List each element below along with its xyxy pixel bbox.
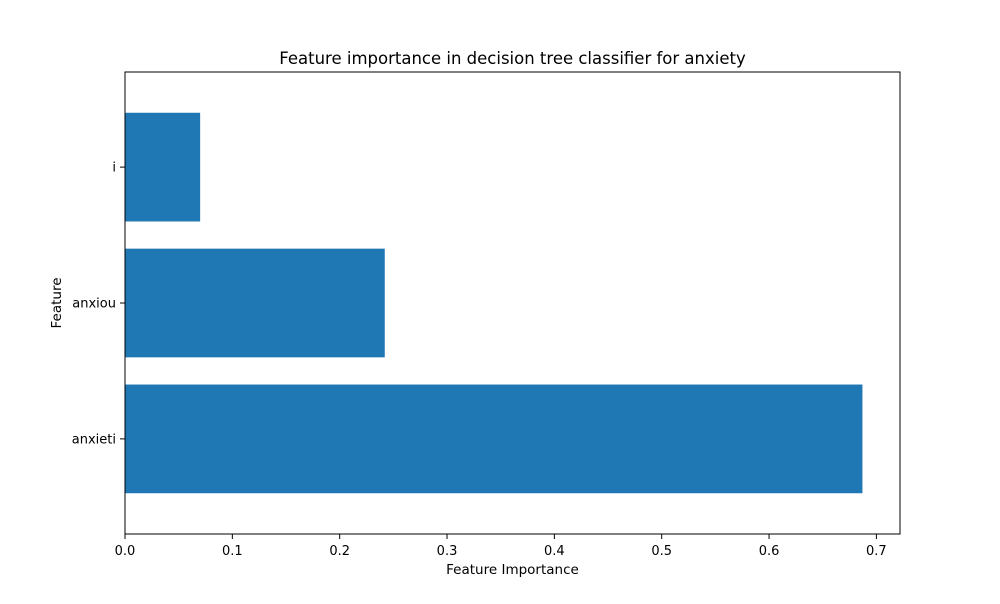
x-tick-label: 0.6	[759, 544, 780, 559]
x-axis-label: Feature Importance	[446, 562, 579, 578]
y-tick-label-anxiou: anxiou	[72, 297, 116, 312]
bars-group	[125, 112, 863, 494]
y-tick-label-anxieti: anxieti	[72, 432, 116, 447]
x-tick-label: 0.2	[329, 544, 350, 559]
y-axis-ticks: anxieti anxiou i	[72, 161, 125, 447]
x-axis-ticks: 0.0 0.1 0.2 0.3 0.4 0.5 0.6 0.7	[115, 534, 887, 559]
y-tick-label-i: i	[112, 161, 116, 176]
bar-anxiou	[125, 248, 385, 358]
bar-anxieti	[125, 384, 863, 494]
x-tick-label: 0.4	[544, 544, 565, 559]
x-tick-label: 0.0	[115, 544, 136, 559]
x-tick-label: 0.7	[866, 544, 887, 559]
y-axis-label: Feature	[49, 277, 65, 328]
x-tick-label: 0.1	[222, 544, 243, 559]
bar-i	[125, 112, 201, 222]
x-tick-label: 0.3	[437, 544, 458, 559]
x-tick-label: 0.5	[651, 544, 672, 559]
chart-title: Feature importance in decision tree clas…	[279, 49, 746, 68]
